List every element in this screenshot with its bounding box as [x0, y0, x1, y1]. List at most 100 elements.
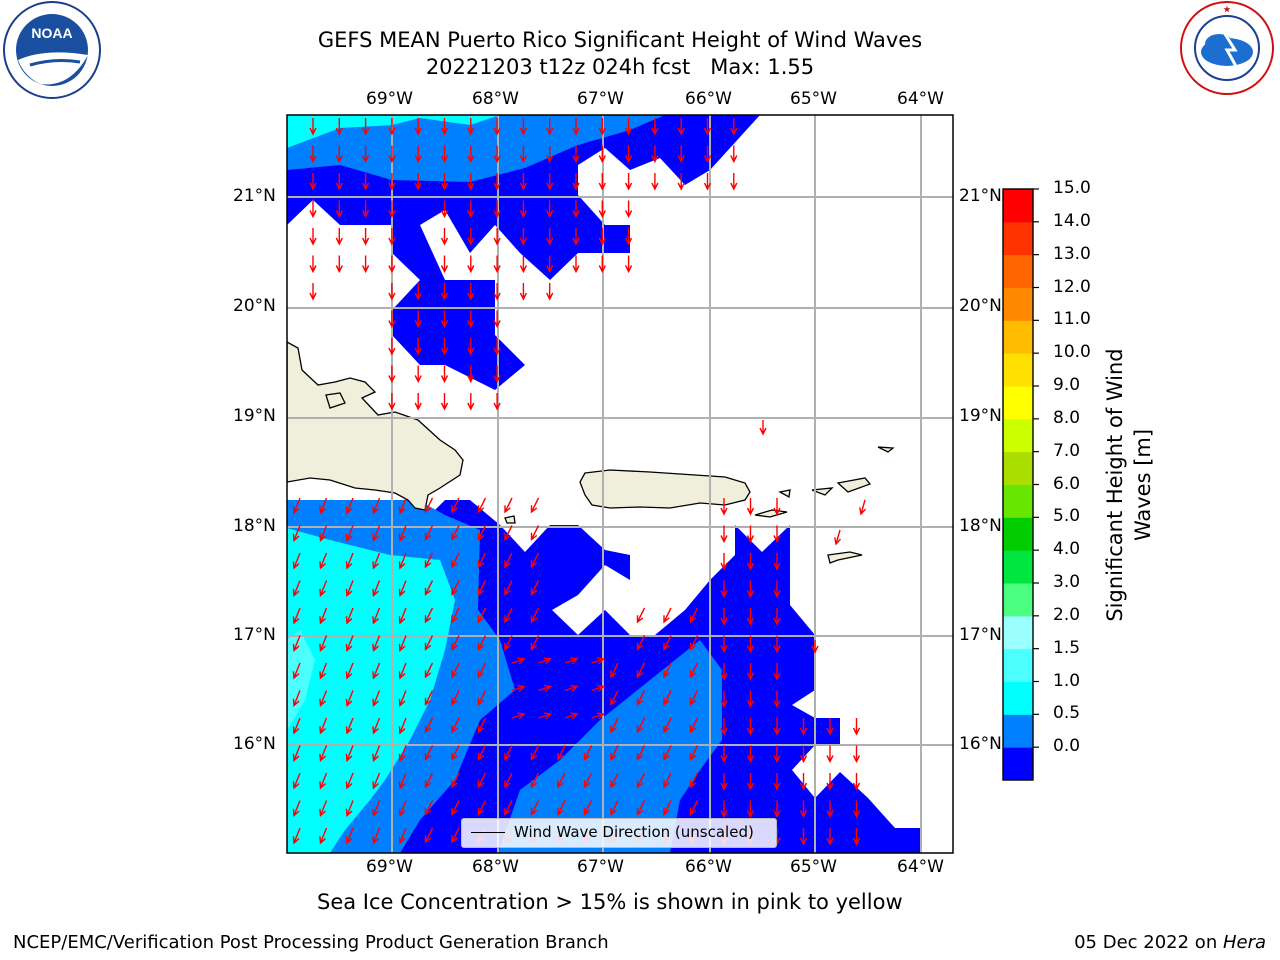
wave-arrow	[799, 773, 808, 791]
wave-arrow	[504, 607, 513, 624]
wave-arrow	[424, 635, 434, 651]
wave-arrow	[477, 607, 487, 624]
wave-arrow	[746, 718, 755, 736]
wave-arrow	[451, 827, 460, 844]
wave-arrow	[504, 745, 513, 761]
lat-label-left-18n: 18°N	[233, 516, 276, 536]
wave-arrow	[361, 118, 370, 136]
lat-label-right-19n: 19°N	[959, 406, 1002, 426]
wave-arrow	[746, 498, 755, 516]
wave-arrow	[424, 690, 434, 706]
wave-arrow	[773, 663, 781, 681]
colorbar-tick-label: 9.0	[1053, 375, 1081, 395]
lat-label-right-20n: 20°N	[959, 296, 1002, 316]
colorbar-tick-label: 5.0	[1053, 506, 1081, 527]
wave-arrow	[424, 772, 434, 789]
lat-label-right-16n: 16°N	[959, 734, 1002, 754]
wave-area-north-cyan	[287, 115, 500, 148]
wave-arrow	[414, 118, 422, 136]
wave-arrow	[703, 173, 712, 191]
wave-arrow	[424, 607, 434, 624]
wave-arrow	[440, 200, 449, 219]
wave-arrow	[477, 800, 487, 816]
wave-arrow	[610, 662, 619, 679]
wave-arrow	[730, 118, 738, 136]
wave-arrow	[663, 717, 672, 734]
wave-arrow	[309, 255, 317, 274]
wave-arrow	[572, 118, 580, 136]
wave-arrow	[292, 745, 301, 762]
colorbar-segment	[1003, 681, 1033, 715]
wave-arrow	[345, 662, 354, 680]
wave-arrow	[467, 393, 475, 411]
colorbar-tick-label: 3.0	[1053, 572, 1081, 592]
wave-arrow	[335, 255, 343, 274]
wave-arrow	[414, 338, 422, 356]
wave-arrow	[530, 580, 540, 596]
wave-arrow	[636, 745, 646, 761]
wave-arrow	[414, 310, 422, 329]
lat-label-right-21n: 21°N	[959, 186, 1002, 206]
wave-arrow	[746, 800, 755, 819]
wave-arrow	[477, 580, 487, 596]
lon-label-bottom-66w: 66°W	[685, 857, 732, 877]
wave-arrow	[773, 525, 781, 544]
wave-arrow	[519, 200, 528, 219]
wave-arrow	[852, 800, 861, 819]
wave-arrow	[703, 118, 712, 136]
wave-arrow	[424, 717, 434, 734]
colorbar-segment	[1003, 517, 1033, 551]
wave-arrow	[398, 690, 407, 707]
wave-arrow	[689, 745, 699, 761]
wave-arrow	[511, 684, 526, 692]
wave-arrow	[372, 580, 381, 597]
wave-arrow	[292, 552, 301, 570]
wave-arrow	[546, 283, 554, 301]
wave-arrow	[746, 690, 755, 709]
wave-arrow	[477, 717, 487, 734]
footer-right: 05 Dec 2022 on Hera	[1074, 932, 1266, 953]
wave-arrow	[477, 690, 487, 706]
wave-arrow	[467, 283, 475, 301]
wave-arrow	[493, 338, 501, 356]
wave-arrow	[467, 118, 475, 136]
noaa-logo-icon: NOAA	[3, 1, 101, 99]
wave-arrow	[852, 745, 861, 764]
wave-arrow	[636, 607, 646, 624]
colorbar-tick-label: 1.5	[1053, 637, 1081, 658]
wave-arrow	[292, 607, 301, 625]
wave-arrow	[519, 118, 528, 136]
wave-arrow	[773, 690, 781, 709]
colorbar-segment	[1003, 451, 1033, 485]
footer-left: NCEP/EMC/Verification Post Processing Pr…	[13, 932, 609, 953]
wave-arrow	[826, 800, 834, 819]
wave-arrow	[292, 525, 301, 542]
wave-arrow	[493, 118, 501, 136]
wave-arrow	[372, 745, 381, 762]
wave-arrow	[451, 800, 460, 816]
wave-arrow	[424, 525, 434, 541]
wave-arrow	[424, 552, 434, 569]
wave-arrow	[451, 580, 460, 596]
wave-arrow	[467, 145, 475, 164]
wave-arrow	[773, 635, 781, 654]
wave-arrow	[493, 310, 501, 329]
wave-arrow	[598, 200, 606, 219]
wave-arrow	[335, 173, 343, 191]
wave-arrow	[746, 745, 755, 764]
wave-arrow	[773, 498, 781, 516]
wave-arrow	[440, 255, 449, 274]
wave-arrow	[746, 608, 755, 626]
lon-label-bottom-68w: 68°W	[472, 857, 519, 877]
colorbar-segment	[1003, 189, 1033, 223]
wave-arrow	[319, 717, 328, 735]
wave-arrow	[451, 635, 460, 651]
wave-arrow	[610, 745, 619, 761]
wave-arrow	[663, 772, 672, 789]
wave-arrow	[624, 173, 633, 191]
land-vieques	[754, 509, 788, 518]
land-culebra	[778, 489, 791, 499]
wave-arrow	[538, 657, 552, 665]
wave-arrow	[720, 663, 728, 681]
footer-date: 05 Dec 2022 on	[1074, 932, 1223, 953]
